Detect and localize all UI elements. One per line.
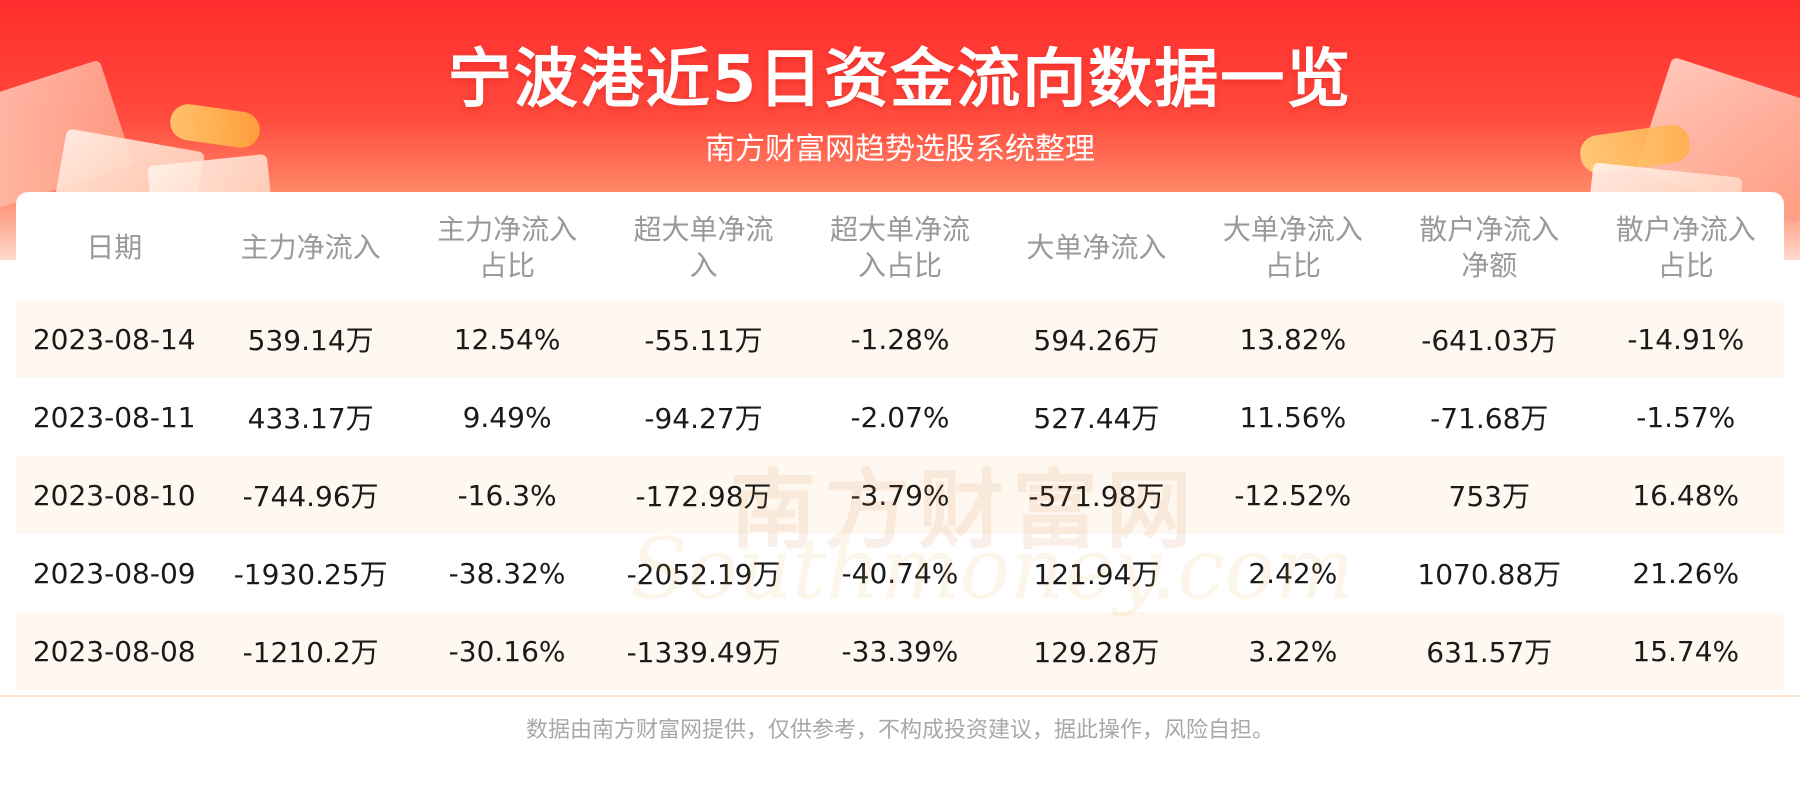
value-cell: -1210.2万 [212, 612, 409, 690]
value-cell: -71.68万 [1391, 378, 1588, 456]
value-cell: 13.82% [1194, 300, 1392, 378]
value-cell: 1070.88万 [1391, 534, 1588, 612]
value-cell: 631.57万 [1391, 612, 1588, 690]
column-header-line: 日期 [86, 231, 143, 264]
column-header-line: 超大单净流 [829, 213, 970, 246]
column-header-line: 入占比 [857, 249, 942, 282]
column-header: 主力净流入 占比 [409, 196, 605, 300]
value-cell: -571.98万 [998, 456, 1195, 534]
table-body: 2023-08-14 539.14万 12.54% -55.11万 -1.28% 594.… [16, 300, 1784, 690]
value-cell: 527.44万 [998, 378, 1195, 456]
date-cell: 2023-08-08 [16, 612, 213, 690]
date-cell: 2023-08-10 [16, 456, 213, 534]
value-cell: 539.14万 [212, 300, 409, 378]
value-cell: 594.26万 [998, 300, 1195, 378]
page-subtitle: 南方财富网趋势选股系统整理 [705, 132, 1095, 167]
column-header-line: 散户净流入 [1615, 213, 1756, 246]
value-cell: -30.16% [408, 612, 606, 690]
column-header-line: 净额 [1461, 249, 1518, 282]
footer-divider [0, 695, 1800, 697]
table-header-row: 日期 主力净流入 主力净流入 占比 超大单净流入超大单净流 入占比 大单净流入 大单净流入 占比… [16, 196, 1784, 300]
column-header: 超大单净流 入占比 [802, 196, 998, 300]
value-cell: -641.03万 [1391, 300, 1588, 378]
value-cell: -2052.19万 [605, 534, 802, 612]
value-cell: -1.57% [1587, 378, 1784, 456]
value-cell: -1339.49万 [605, 612, 802, 690]
column-header-line: 占比 [479, 249, 536, 282]
column-header: 散户净流入 占比 [1588, 196, 1785, 300]
value-cell: -55.11万 [605, 300, 802, 378]
page-title: 宁波港近5日资金流向数据一览 [447, 43, 1353, 117]
value-cell: 433.17万 [212, 378, 409, 456]
value-cell: 753万 [1391, 456, 1588, 534]
value-cell: -172.98万 [605, 456, 802, 534]
column-header-line: 主力净流入 [240, 231, 381, 264]
value-cell: -38.32% [408, 534, 606, 612]
value-cell: 11.56% [1194, 378, 1392, 456]
value-cell: -33.39% [801, 612, 999, 690]
column-header: 散户净流入 净额 [1391, 196, 1587, 300]
value-cell: -40.74% [801, 534, 999, 612]
table-row: 2023-08-10 -744.96万 -16.3% -172.98万 -3.79% -5… [16, 456, 1784, 534]
column-header: 主力净流入 [212, 196, 408, 300]
value-cell: 9.49% [408, 378, 606, 456]
column-header: 超大单净流入 [605, 196, 801, 300]
value-cell: 12.54% [408, 300, 606, 378]
column-header: 日期 [16, 196, 212, 300]
value-cell: -94.27万 [605, 378, 802, 456]
value-cell: 129.28万 [998, 612, 1195, 690]
value-cell: 121.94万 [998, 534, 1195, 612]
value-cell: -3.79% [801, 456, 999, 534]
value-cell: 16.48% [1587, 456, 1784, 534]
date-cell: 2023-08-14 [16, 300, 213, 378]
column-header-line: 入 [689, 249, 718, 282]
column-header-line: 主力净流入 [437, 213, 578, 246]
table-row: 2023-08-08 -1210.2万 -30.16% -1339.49万 -33.39… [16, 612, 1784, 690]
value-cell: -1930.25万 [212, 534, 409, 612]
value-cell: -2.07% [801, 378, 999, 456]
column-header-line: 超大单净流 [633, 213, 774, 246]
column-header: 大单净流入 [998, 196, 1194, 300]
column-header: 大单净流入 占比 [1195, 196, 1391, 300]
column-header-line: 占比 [1264, 249, 1321, 282]
table-row: 2023-08-14 539.14万 12.54% -55.11万 -1.28% 594.… [16, 300, 1784, 378]
value-cell: -14.91% [1587, 300, 1784, 378]
value-cell: 21.26% [1587, 534, 1784, 612]
footer-disclaimer: 数据由南方财富网提供，仅供参考，不构成投资建议，据此操作，风险自担。 [525, 718, 1274, 743]
value-cell: 15.74% [1587, 612, 1784, 690]
table-row: 2023-08-11 433.17万 9.49% -94.27万 -2.07% 527.4… [16, 378, 1784, 456]
column-header-line: 大单净流入 [1222, 213, 1363, 246]
column-header-line: 散户净流入 [1419, 213, 1560, 246]
value-cell: -1.28% [801, 300, 999, 378]
table-row: 2023-08-09 -1930.25万 -38.32% -2052.19万 -40.7… [16, 534, 1784, 612]
column-header-line: 占比 [1657, 249, 1714, 282]
date-cell: 2023-08-09 [16, 534, 213, 612]
value-cell: 2.42% [1194, 534, 1392, 612]
date-cell: 2023-08-11 [16, 378, 213, 456]
value-cell: -744.96万 [212, 456, 409, 534]
fund-flow-table: 日期 主力净流入 主力净流入 占比 超大单净流入超大单净流 入占比 大单净流入 大单净流入 占比… [16, 196, 1784, 690]
value-cell: -12.52% [1194, 456, 1392, 534]
value-cell: 3.22% [1194, 612, 1392, 690]
column-header-line: 大单净流入 [1026, 231, 1167, 264]
value-cell: -16.3% [408, 456, 606, 534]
